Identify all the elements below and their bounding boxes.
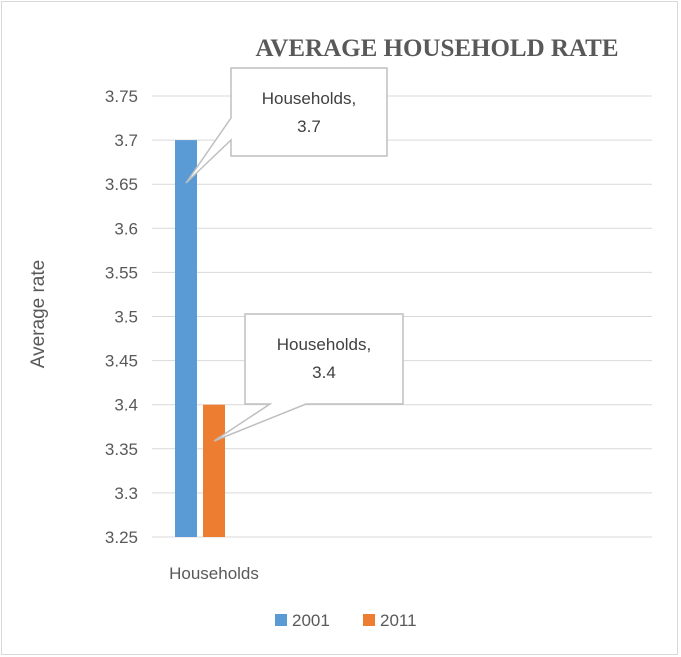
legend-swatch xyxy=(363,614,375,626)
y-tick-label: 3.55 xyxy=(105,263,138,282)
y-tick-label: 3.6 xyxy=(114,219,138,238)
bar-2011 xyxy=(203,404,225,537)
y-axis-ticks: 3.25 3.3 3.35 3.4 3.45 3.5 3.55 3.6 3.65 3.7 3.75 xyxy=(105,87,138,547)
callout-shape xyxy=(185,67,388,184)
data-label-callout: Households, 3.4 xyxy=(213,313,404,442)
bars xyxy=(175,140,225,537)
legend-item-2001: 2001 xyxy=(275,611,330,630)
x-category-label: Households xyxy=(169,564,259,583)
y-tick-label: 3.65 xyxy=(105,175,138,194)
legend: 2001 2011 xyxy=(275,611,417,630)
y-tick-label: 3.5 xyxy=(114,308,138,327)
y-tick-label: 3.4 xyxy=(114,396,138,415)
legend-swatch xyxy=(275,614,287,626)
callout-line-1: Households, xyxy=(277,335,372,354)
y-tick-label: 3.45 xyxy=(105,352,138,371)
x-axis-categories: Households xyxy=(169,564,259,583)
legend-label: 2001 xyxy=(292,611,330,630)
y-tick-label: 3.25 xyxy=(105,528,138,547)
callout-shape xyxy=(213,313,404,442)
legend-item-2011: 2011 xyxy=(363,611,417,630)
y-tick-label: 3.7 xyxy=(114,131,138,150)
callout-line-1: Households, xyxy=(262,89,357,108)
y-tick-label: 3.75 xyxy=(105,87,138,106)
chart-title: AVERAGE HOUSEHOLD RATE xyxy=(255,35,618,62)
y-tick-label: 3.3 xyxy=(114,484,138,503)
data-label-callout: Households, 3.7 xyxy=(185,67,388,184)
bar-2001 xyxy=(175,140,197,537)
legend-label: 2011 xyxy=(380,611,417,630)
data-label-callouts: Households, 3.7 Households, 3.4 xyxy=(185,67,404,442)
callout-line-2: 3.4 xyxy=(312,363,336,382)
y-tick-label: 3.35 xyxy=(105,440,138,459)
y-axis-title: Average rate xyxy=(28,260,49,368)
callout-line-2: 3.7 xyxy=(297,117,321,136)
